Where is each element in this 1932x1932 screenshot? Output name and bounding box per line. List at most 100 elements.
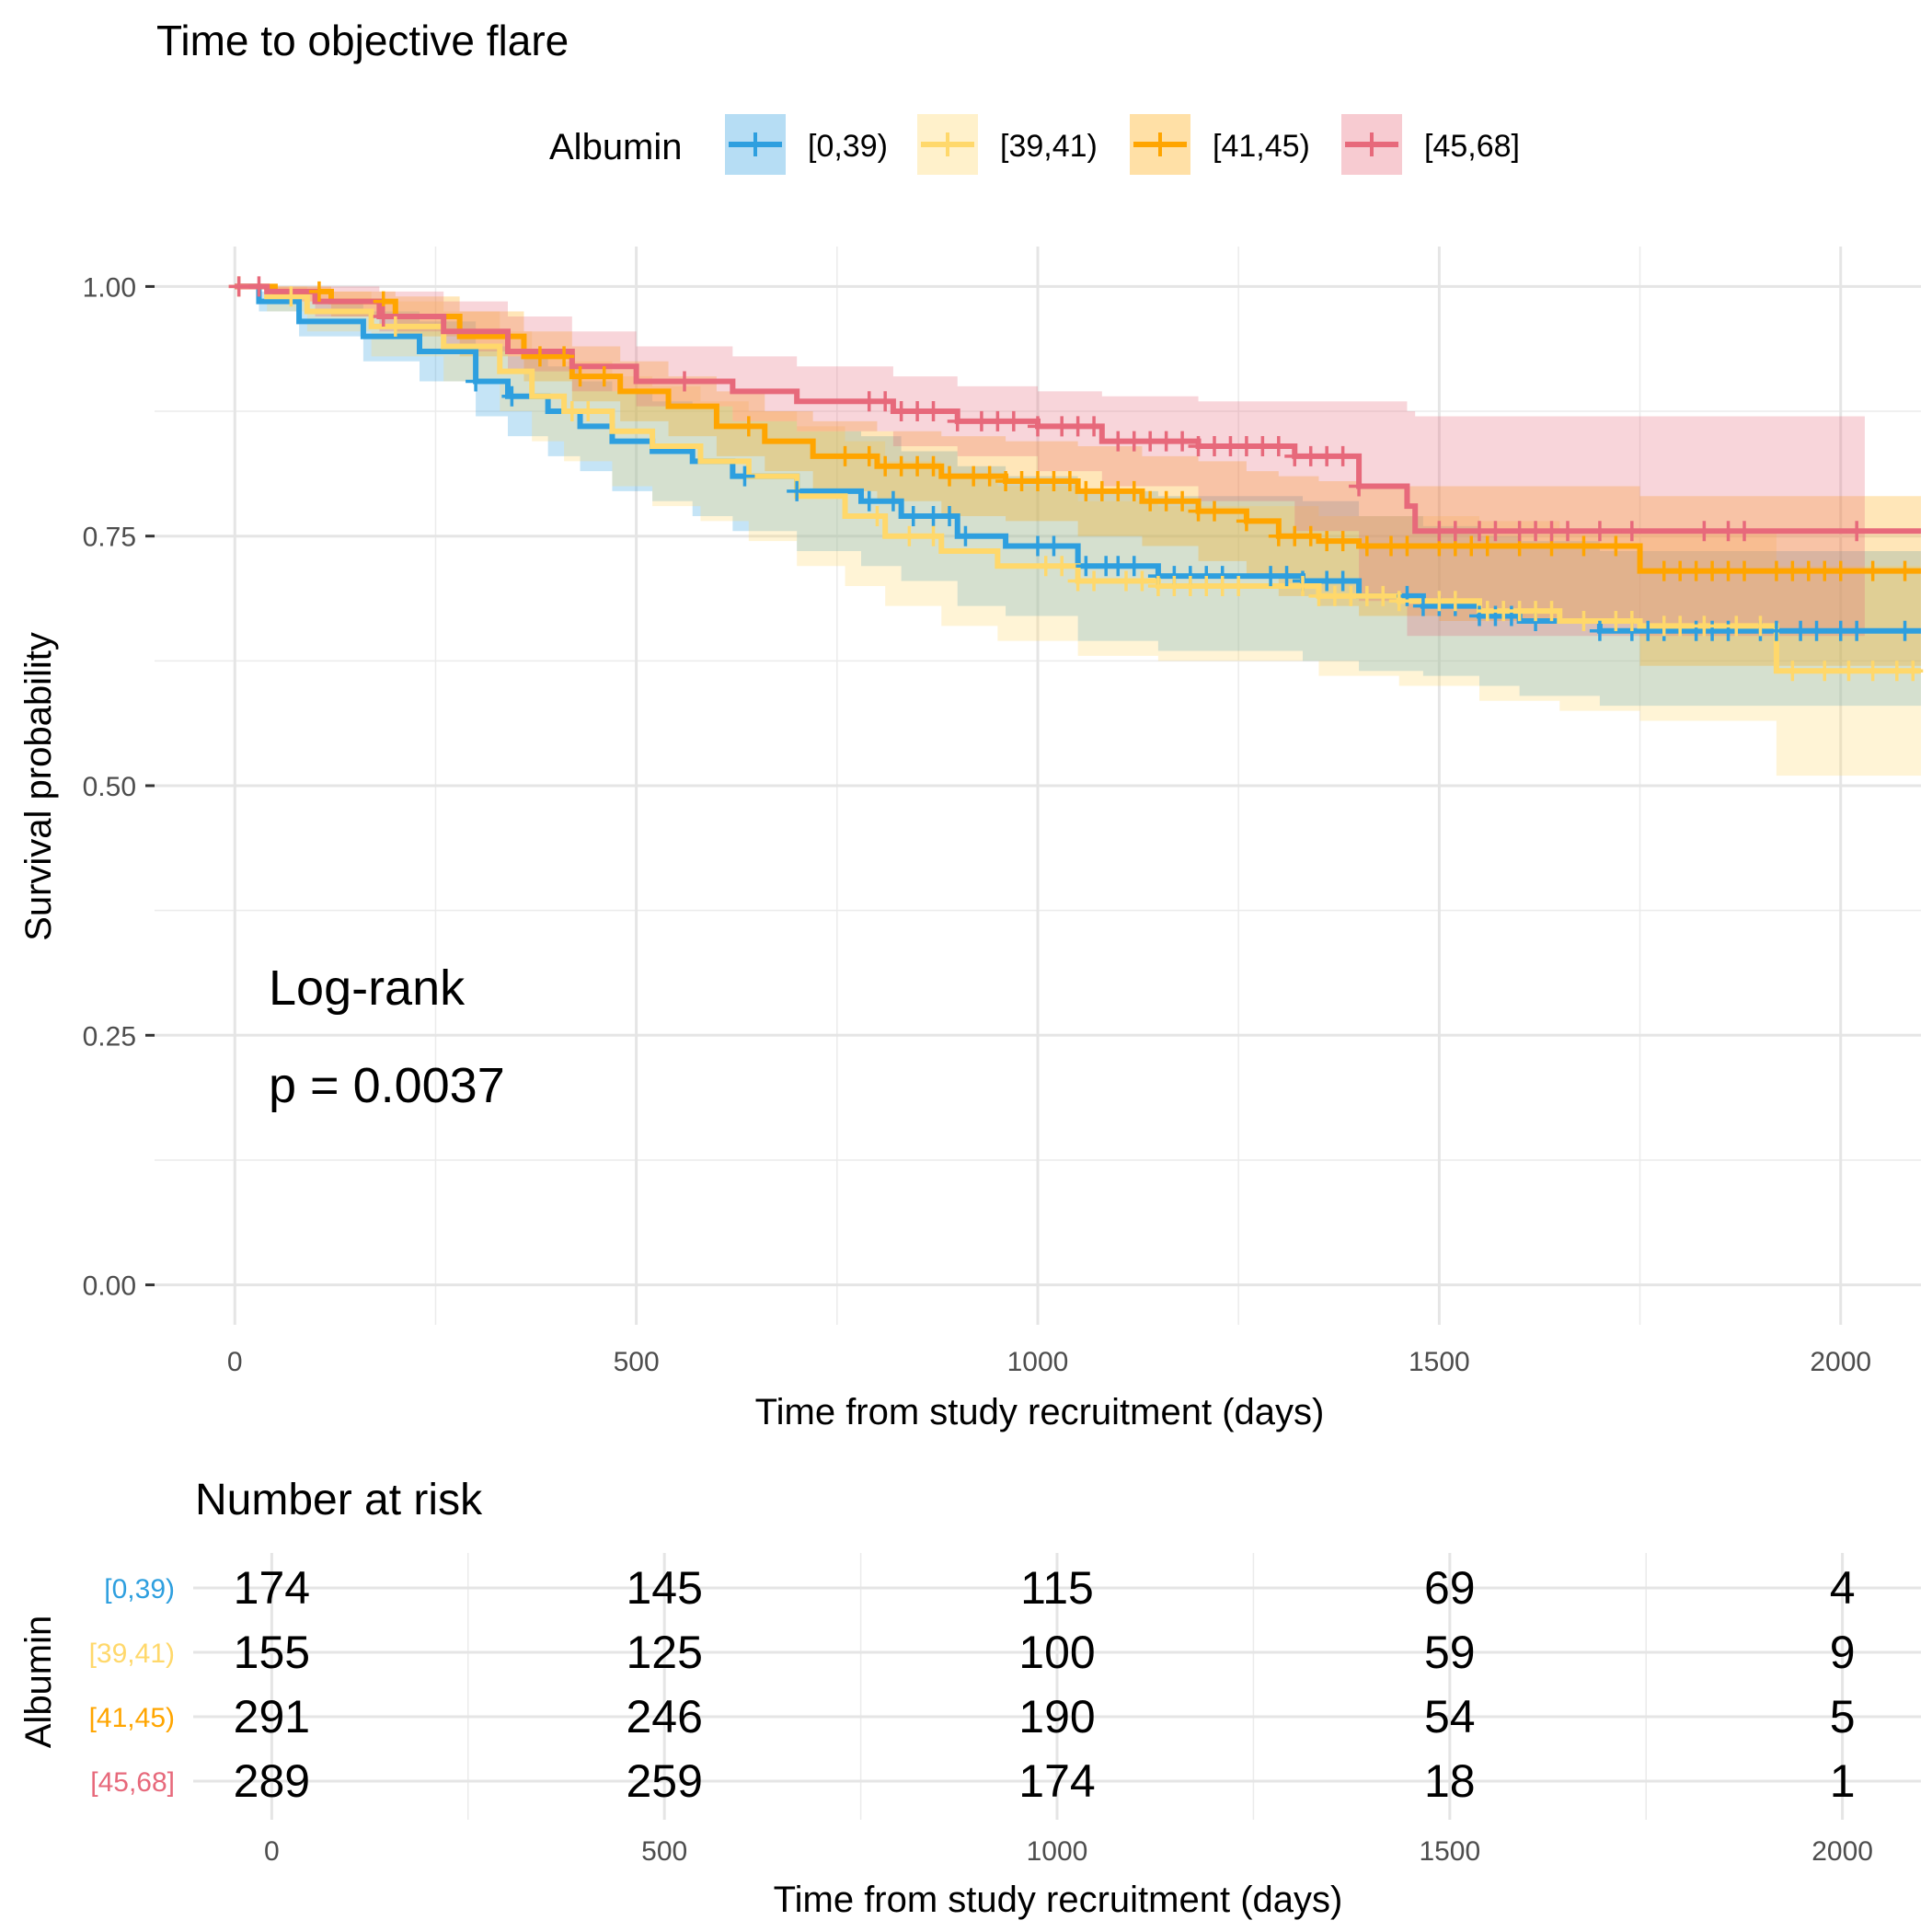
censor-mark [466, 371, 487, 392]
censor-mark [734, 466, 755, 487]
censor-mark [947, 410, 968, 431]
censor-mark [899, 525, 920, 546]
risk-count: 125 [626, 1627, 702, 1678]
risk-count: 5 [1830, 1691, 1856, 1742]
y-tick-label: 0.50 [83, 772, 136, 802]
censor-mark [1276, 566, 1297, 587]
risk-row-label: [45,68] [90, 1767, 175, 1798]
risk-table-cells: [0,39) 174 145 115 69 4 [39,41) 155 125 100 59 9 [41… [89, 1562, 1856, 1807]
censor-mark [1397, 535, 1418, 557]
censor-mark [1300, 525, 1321, 546]
annotation-logrank: Log-rank [269, 960, 466, 1016]
legend-label: [41,45) [1213, 129, 1310, 164]
censor-mark [674, 371, 695, 392]
censor-mark [1694, 521, 1715, 542]
risk-count: 190 [1018, 1691, 1095, 1742]
y-tick-label: 0.00 [83, 1271, 136, 1302]
censor-mark [1862, 661, 1883, 682]
risk-x-tick-label: 1000 [1027, 1836, 1088, 1867]
censor-mark [1814, 661, 1835, 682]
risk-table-x-label: Time from study recruitment (days) [774, 1880, 1343, 1920]
censor-mark [529, 346, 550, 367]
x-tick-label: 1000 [1007, 1347, 1069, 1377]
censor-mark [923, 455, 944, 477]
censor-mark [1765, 620, 1787, 641]
censor-marks [228, 276, 1924, 682]
censor-mark [281, 286, 302, 307]
censor-mark [1043, 535, 1064, 557]
censor-mark [834, 445, 856, 466]
censor-mark [1782, 661, 1803, 682]
censor-mark [939, 466, 960, 487]
risk-count: 155 [234, 1627, 310, 1678]
legend-label: [0,39) [808, 129, 888, 164]
censor-mark [554, 346, 575, 367]
censor-mark [1573, 535, 1594, 557]
risk-x-tick-label: 2000 [1811, 1836, 1873, 1867]
censor-mark [1621, 610, 1642, 631]
censor-mark [923, 525, 944, 546]
censor-mark [1332, 445, 1353, 466]
ci-band-[39,41) [235, 286, 1922, 776]
censor-mark [1846, 620, 1868, 641]
censor-mark [1172, 490, 1193, 512]
censor-mark [979, 466, 1000, 487]
censor-mark [1589, 620, 1610, 641]
censor-mark [1084, 416, 1105, 437]
censor-mark [1894, 620, 1915, 641]
risk-row-label: [0,39) [104, 1574, 175, 1604]
legend: Albumin [0,39) [39,41) [41,45) [45,68] [549, 114, 1520, 175]
censor-mark [1132, 570, 1153, 592]
risk-x-tick-label: 500 [641, 1836, 687, 1867]
censor-mark [593, 366, 615, 387]
censor-mark [1894, 560, 1915, 581]
censor-mark [875, 391, 896, 412]
censor-mark [1028, 416, 1048, 437]
chart-title: Time to objective flare [156, 17, 569, 64]
censor-mark [385, 316, 406, 337]
risk-count: 115 [1020, 1562, 1094, 1614]
risk-count: 59 [1424, 1627, 1476, 1678]
y-tick-label: 1.00 [83, 272, 136, 303]
x-tick-label: 0 [227, 1347, 243, 1377]
censor-mark [1750, 615, 1771, 637]
ci-band-[0,39) [235, 286, 1922, 707]
censor-mark [1806, 620, 1827, 641]
risk-count: 100 [1018, 1627, 1095, 1678]
censor-mark [1444, 591, 1466, 612]
censor-mark [1734, 560, 1754, 581]
censor-mark [1734, 521, 1754, 542]
censor-mark [858, 490, 880, 512]
censor-mark [1444, 521, 1466, 542]
censor-mark [1059, 471, 1080, 492]
risk-count: 174 [1018, 1755, 1095, 1807]
censor-mark [1293, 575, 1313, 596]
censor-mark [1373, 585, 1394, 606]
censor-mark [1589, 521, 1610, 542]
y-axis-label: Survival probability [18, 632, 59, 941]
censor-mark [1621, 521, 1642, 542]
risk-count: 18 [1424, 1755, 1476, 1807]
censor-mark [1084, 570, 1105, 592]
y-tick-label: 0.75 [83, 523, 136, 553]
censor-mark [939, 506, 960, 526]
survival-curve-[39,41) [235, 283, 1921, 674]
censor-mark [308, 281, 329, 302]
censor-mark [1541, 601, 1562, 622]
censor-mark [955, 525, 976, 546]
censor-mark [1123, 556, 1144, 577]
legend-title: Albumin [549, 127, 683, 167]
legend-label: [45,68] [1424, 129, 1520, 164]
censor-mark [1573, 610, 1594, 631]
x-tick-label: 500 [614, 1347, 660, 1377]
censor-mark [1075, 556, 1097, 577]
censor-mark [1838, 661, 1859, 682]
censor-mark [858, 445, 880, 466]
censor-mark [867, 506, 888, 526]
censor-mark [578, 401, 599, 422]
risk-count: 246 [626, 1691, 702, 1742]
censor-mark [1356, 535, 1377, 557]
censor-mark [1862, 560, 1883, 581]
censor-mark [738, 416, 759, 437]
censor-mark [248, 276, 270, 297]
